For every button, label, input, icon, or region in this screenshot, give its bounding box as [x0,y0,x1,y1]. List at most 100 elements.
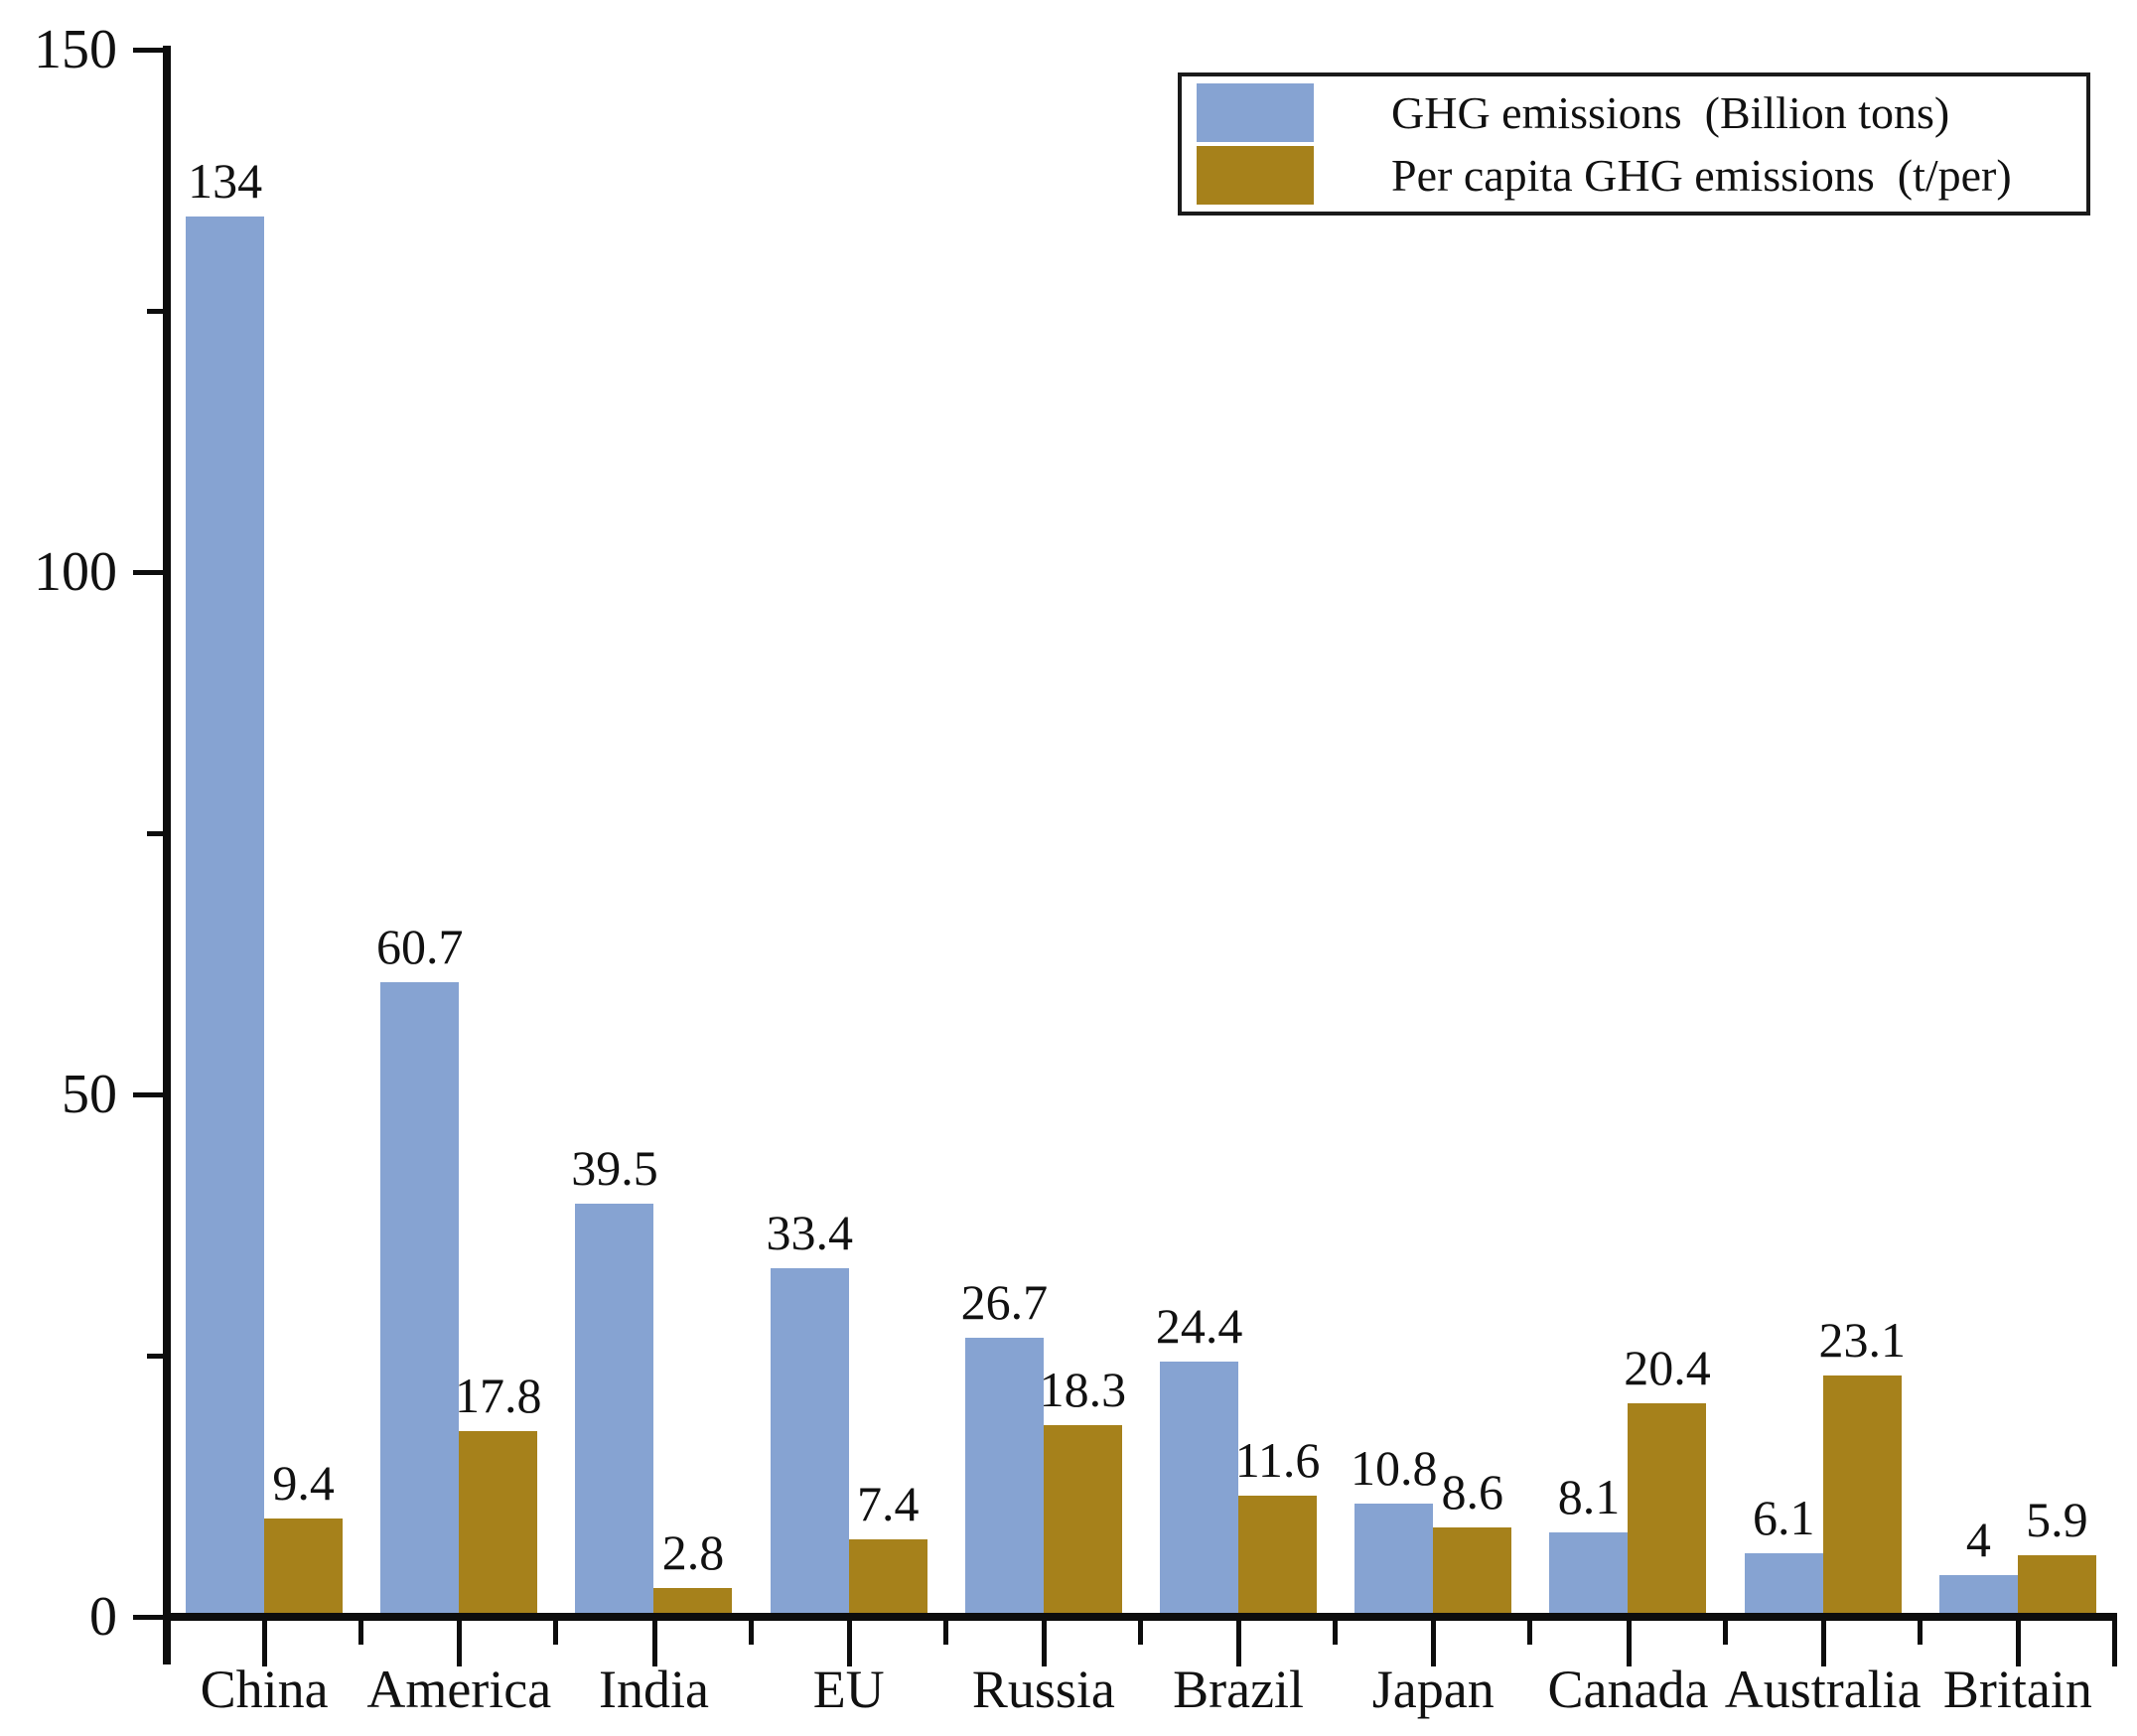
y-tick-label-50: 50 [62,1064,117,1125]
x-center-tick-china [262,1619,268,1666]
x-center-tick-india [651,1619,657,1666]
category-label-australia: Australia [1724,1660,1922,1719]
y-minor-tick-25 [147,1354,165,1359]
value-label-ghg-india: 39.5 [571,1140,658,1197]
value-label-percapita-america: 17.8 [455,1367,542,1423]
x-boundary-tick-8 [1722,1619,1728,1645]
category-label-eu: EU [812,1660,885,1719]
bar-ghg-canada [1549,1531,1629,1617]
legend-swatch-gold [1197,146,1314,205]
bar-group-india: 39.5 2.8 India [556,0,751,1736]
bar-ghg-brazil [1160,1362,1239,1617]
value-label-ghg-canada: 8.1 [1557,1468,1621,1524]
x-boundary-tick-7 [1527,1619,1533,1645]
bar-percapita-britain [2017,1554,2096,1617]
value-label-ghg-japan: 10.8 [1351,1440,1438,1497]
x-center-tick-russia [1041,1619,1047,1666]
category-label-brazil: Brazil [1173,1660,1305,1719]
y-minor-tick-125 [147,309,165,314]
bar-percapita-japan [1433,1526,1512,1617]
legend: GHG emissions (Billion tons) Per capita … [1178,72,2090,216]
y-major-tick-50 [133,1092,165,1097]
bar-group-russia: 26.7 18.3 Russia [946,0,1141,1736]
bar-ghg-australia [1744,1552,1823,1617]
legend-label-per-capita: Per capita GHG emissions (t/per) [1391,149,2012,201]
y-tick-label-150: 150 [34,19,117,80]
y-major-tick-100 [133,570,165,575]
x-center-tick-britain [2015,1619,2021,1666]
y-major-tick-150 [133,48,165,53]
y-minor-tick-75 [147,831,165,836]
value-label-ghg-brazil: 24.4 [1155,1298,1243,1355]
category-label-canada: Canada [1547,1660,1709,1719]
bar-group-brazil: 24.4 11.6 Brazil [1141,0,1336,1736]
bar-percapita-australia [1822,1374,1902,1617]
y-tick-label-100: 100 [34,541,117,603]
bar-ghg-america [380,982,460,1617]
legend-label-ghg-emissions: GHG emissions (Billion tons) [1391,86,1950,138]
y-tick-label-0: 0 [89,1586,117,1648]
bar-ghg-china [186,217,265,1617]
value-label-percapita-china: 9.4 [272,1455,335,1512]
bar-group-britain: 4 5.9 Britain [1921,0,2115,1736]
bar-group-eu: 33.4 7.4 EU [752,0,946,1736]
value-label-percapita-india: 2.8 [661,1523,725,1580]
value-label-percapita-russia: 18.3 [1039,1362,1127,1418]
y-major-tick-0 [133,1615,165,1620]
x-boundary-tick-2 [553,1619,559,1645]
bar-ghg-russia [964,1338,1044,1617]
x-center-tick-brazil [1236,1619,1242,1666]
category-label-russia: Russia [971,1660,1115,1719]
value-label-percapita-eu: 7.4 [856,1476,920,1532]
bar-percapita-eu [848,1539,927,1617]
x-center-tick-eu [846,1619,852,1666]
bar-group-australia: 6.1 23.1 Australia [1725,0,1922,1736]
bar-percapita-brazil [1238,1495,1318,1617]
value-label-ghg-russia: 26.7 [960,1274,1049,1331]
value-label-ghg-america: 60.7 [376,919,464,975]
x-center-tick-canada [1626,1619,1632,1666]
x-boundary-tick-10 [2112,1619,2117,1666]
bar-percapita-america [459,1430,538,1617]
value-label-ghg-china: 134 [188,153,263,210]
bar-group-america: 60.7 17.8 America [361,0,556,1736]
bar-percapita-canada [1628,1403,1707,1617]
bar-percapita-india [653,1587,733,1617]
category-label-india: India [599,1660,709,1719]
legend-swatch-blue [1197,83,1314,142]
value-label-ghg-australia: 6.1 [1752,1489,1815,1545]
value-label-percapita-japan: 8.6 [1441,1463,1504,1519]
value-label-ghg-eu: 33.4 [766,1204,853,1260]
x-boundary-tick-4 [942,1619,948,1645]
x-axis-line [163,1613,2117,1621]
bar-group-japan: 10.8 8.6 Japan [1336,0,1530,1736]
legend-row-ghg-emissions: GHG emissions (Billion tons) [1197,81,2086,144]
category-label-america: America [366,1660,552,1719]
value-label-percapita-australia: 23.1 [1818,1311,1906,1368]
x-center-tick-america [457,1619,463,1666]
category-label-japan: Japan [1371,1660,1495,1719]
bar-ghg-japan [1354,1504,1434,1617]
bar-percapita-china [264,1519,344,1617]
x-center-tick-australia [1820,1619,1826,1666]
x-boundary-tick-5 [1138,1619,1143,1645]
category-label-britain: Britain [1942,1660,2092,1719]
bar-ghg-india [575,1204,654,1617]
x-center-tick-japan [1431,1619,1437,1666]
bar-group-canada: 8.1 20.4 Canada [1530,0,1725,1736]
category-label-china: China [200,1660,329,1719]
value-label-ghg-britain: 4 [1965,1511,1991,1567]
bar-percapita-russia [1043,1425,1122,1617]
bar-group-china: 134 9.4 China [167,0,361,1736]
x-boundary-tick-1 [358,1619,364,1645]
legend-row-per-capita: Per capita GHG emissions (t/per) [1197,144,2086,207]
bar-ghg-eu [770,1267,849,1617]
y-axis-line [163,46,171,1664]
value-label-percapita-canada: 20.4 [1624,1340,1711,1396]
x-boundary-tick-9 [1917,1619,1923,1645]
value-label-percapita-brazil: 11.6 [1234,1431,1321,1488]
bar-ghg-britain [1938,1574,2018,1617]
x-boundary-tick-3 [748,1619,754,1645]
value-label-percapita-britain: 5.9 [2026,1491,2088,1547]
